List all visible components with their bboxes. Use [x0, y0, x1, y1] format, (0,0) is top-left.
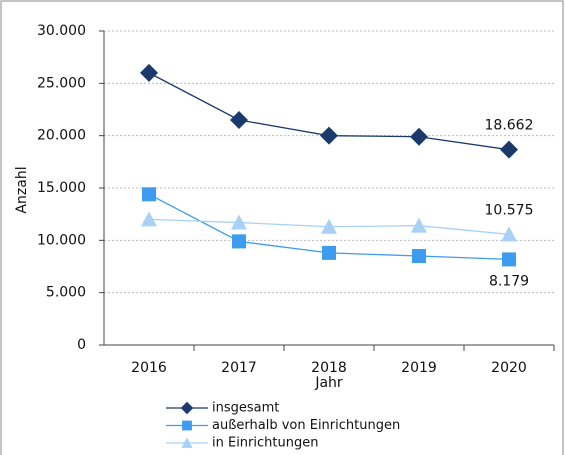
legend-marker [182, 420, 192, 431]
y-tick-label: 25.000 [37, 75, 86, 91]
marker [410, 127, 428, 146]
x-tick-label: 2020 [491, 360, 527, 376]
y-axis-label: Anzahl [14, 166, 30, 213]
x-tick-label: 2019 [401, 360, 437, 376]
marker [321, 218, 337, 234]
x-tick-label: 2016 [131, 360, 167, 376]
marker [232, 234, 246, 249]
x-tick-label: 2017 [221, 360, 257, 376]
marker [230, 110, 248, 129]
marker [411, 217, 427, 233]
y-tick-label: 5.000 [46, 285, 86, 301]
marker [231, 214, 247, 230]
legend-label: in Einrichtungen [212, 436, 318, 451]
y-tick-label: 15.000 [37, 180, 86, 196]
marker [500, 140, 518, 159]
y-tick-label: 30.000 [37, 23, 86, 39]
x-tick-label: 2018 [311, 360, 347, 376]
data-label: 10.575 [485, 202, 534, 218]
y-tick-label: 20.000 [37, 128, 86, 144]
marker [322, 245, 336, 260]
legend-marker [180, 401, 194, 415]
legend-label: insgesamt [212, 401, 279, 416]
marker [140, 63, 158, 82]
x-axis-label: Jahr [314, 375, 343, 391]
y-tick-label: 10.000 [37, 232, 86, 248]
data-label: 8.179 [489, 273, 529, 289]
marker [502, 252, 516, 267]
marker [501, 226, 517, 242]
data-label: 18.662 [485, 118, 534, 134]
marker [320, 126, 338, 145]
legend-label: außerhalb von Einrichtungen [212, 418, 400, 433]
marker [141, 211, 157, 227]
marker [412, 249, 426, 264]
marker [142, 187, 156, 202]
legend-marker [181, 437, 193, 448]
y-tick-label: 0 [77, 337, 86, 353]
